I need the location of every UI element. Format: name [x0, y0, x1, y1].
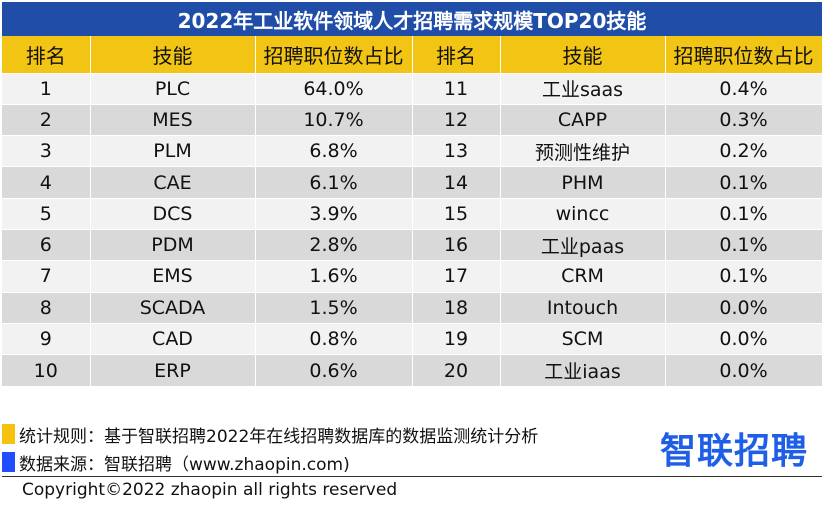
share-cell: 0.0%: [665, 291, 823, 324]
note-source-text: 数据来源：智联招聘（www.zhaopin.com): [19, 454, 350, 475]
rank-cell: 17: [412, 260, 501, 293]
skill-cell: PDM: [90, 228, 256, 261]
table-row: 3 PLM 6.8% 13 预测性维护 0.2%: [2, 135, 823, 167]
blue-marker-icon: [2, 452, 15, 472]
rank-cell: 1: [2, 72, 91, 105]
header-rank: 排名: [412, 36, 501, 73]
table-row: 2 MES 10.7% 12 CAPP 0.3%: [2, 103, 823, 136]
share-cell: 0.6%: [255, 354, 413, 386]
rank-cell: 15: [412, 197, 501, 230]
skill-cell: MES: [90, 103, 256, 136]
skill-cell: CAPP: [500, 103, 666, 136]
skill-cell: PLM: [90, 135, 256, 167]
rank-cell: 18: [412, 291, 501, 324]
table-row: 4 CAE 6.1% 14 PHM 0.1%: [2, 166, 823, 199]
share-cell: 0.1%: [665, 166, 823, 199]
skill-cell: PHM: [500, 166, 666, 199]
share-cell: 0.4%: [665, 72, 823, 105]
share-cell: 10.7%: [255, 103, 413, 136]
rank-cell: 10: [2, 354, 91, 386]
skill-cell: SCADA: [90, 291, 256, 324]
table-row: 5 DCS 3.9% 15 wincc 0.1%: [2, 197, 823, 230]
skill-cell: DCS: [90, 197, 256, 230]
table-row: 1 PLC 64.0% 11 工业saas 0.4%: [2, 72, 823, 105]
rank-cell: 5: [2, 197, 91, 230]
rank-cell: 11: [412, 72, 501, 105]
skill-cell: 工业paas: [500, 228, 666, 261]
skills-ranking-table: 排名 技能 招聘职位数占比 排名 技能 招聘职位数占比 1 PLC 64.0% 11 工…: [2, 36, 823, 386]
rank-cell: 4: [2, 166, 91, 199]
table-row: 8 SCADA 1.5% 18 Intouch 0.0%: [2, 291, 823, 324]
skill-cell: 工业saas: [500, 72, 666, 105]
copyright: Copyright©2022 zhaopin all rights reserv…: [22, 480, 398, 500]
table-title: 2022年工业软件领域人才招聘需求规模TOP20技能: [2, 2, 822, 36]
table-body: 1 PLC 64.0% 11 工业saas 0.4% 2 MES 10.7% 12 CAPP 0.3%…: [2, 72, 823, 386]
skill-cell: 预测性维护: [500, 135, 666, 167]
share-cell: 0.0%: [665, 354, 823, 386]
share-cell: 64.0%: [255, 72, 413, 105]
rank-cell: 3: [2, 135, 91, 167]
skill-cell: PLC: [90, 72, 256, 105]
share-cell: 0.1%: [665, 260, 823, 293]
rank-cell: 19: [412, 322, 501, 355]
share-cell: 2.8%: [255, 228, 413, 261]
rank-cell: 12: [412, 103, 501, 136]
skill-cell: wincc: [500, 197, 666, 230]
share-cell: 0.1%: [665, 228, 823, 261]
rank-cell: 7: [2, 260, 91, 293]
divider: [2, 476, 822, 477]
note-rule: 统计规则：基于智联招聘2022年在线招聘数据库的数据监测统计分析: [2, 420, 642, 448]
skill-cell: CAD: [90, 322, 256, 355]
skill-cell: SCM: [500, 322, 666, 355]
share-cell: 6.1%: [255, 166, 413, 199]
skill-cell: EMS: [90, 260, 256, 293]
rank-cell: 9: [2, 322, 91, 355]
header-skill: 技能: [90, 36, 256, 73]
skill-cell: ERP: [90, 354, 256, 386]
rank-cell: 20: [412, 354, 501, 386]
rank-cell: 16: [412, 228, 501, 261]
header-share: 招聘职位数占比: [255, 36, 413, 73]
skill-cell: CAE: [90, 166, 256, 199]
skill-cell: 工业iaas: [500, 354, 666, 386]
share-cell: 1.5%: [255, 291, 413, 324]
table-row: 6 PDM 2.8% 16 工业paas 0.1%: [2, 228, 823, 261]
share-cell: 0.1%: [665, 197, 823, 230]
share-cell: 0.3%: [665, 103, 823, 136]
table-row: 9 CAD 0.8% 19 SCM 0.0%: [2, 322, 823, 355]
share-cell: 0.0%: [665, 322, 823, 355]
skill-cell: Intouch: [500, 291, 666, 324]
zhaopin-logo: 智联招聘: [660, 431, 809, 472]
header-rank: 排名: [2, 36, 91, 73]
table-row: 10 ERP 0.6% 20 工业iaas 0.0%: [2, 354, 823, 386]
header-share: 招聘职位数占比: [665, 36, 823, 73]
share-cell: 0.2%: [665, 135, 823, 167]
share-cell: 1.6%: [255, 260, 413, 293]
rank-cell: 8: [2, 291, 91, 324]
rank-cell: 6: [2, 228, 91, 261]
note-rule-text: 统计规则：基于智联招聘2022年在线招聘数据库的数据监测统计分析: [19, 426, 539, 447]
share-cell: 6.8%: [255, 135, 413, 167]
share-cell: 0.8%: [255, 322, 413, 355]
table-row: 7 EMS 1.6% 17 CRM 0.1%: [2, 260, 823, 293]
skill-cell: CRM: [500, 260, 666, 293]
notes: 统计规则：基于智联招聘2022年在线招聘数据库的数据监测统计分析 数据来源：智联…: [2, 420, 642, 476]
header-skill: 技能: [500, 36, 666, 73]
header-row: 排名 技能 招聘职位数占比 排名 技能 招聘职位数占比: [2, 36, 823, 73]
rank-cell: 14: [412, 166, 501, 199]
note-source: 数据来源：智联招聘（www.zhaopin.com): [2, 448, 642, 476]
yellow-marker-icon: [2, 424, 15, 444]
rank-cell: 13: [412, 135, 501, 167]
rank-cell: 2: [2, 103, 91, 136]
share-cell: 3.9%: [255, 197, 413, 230]
